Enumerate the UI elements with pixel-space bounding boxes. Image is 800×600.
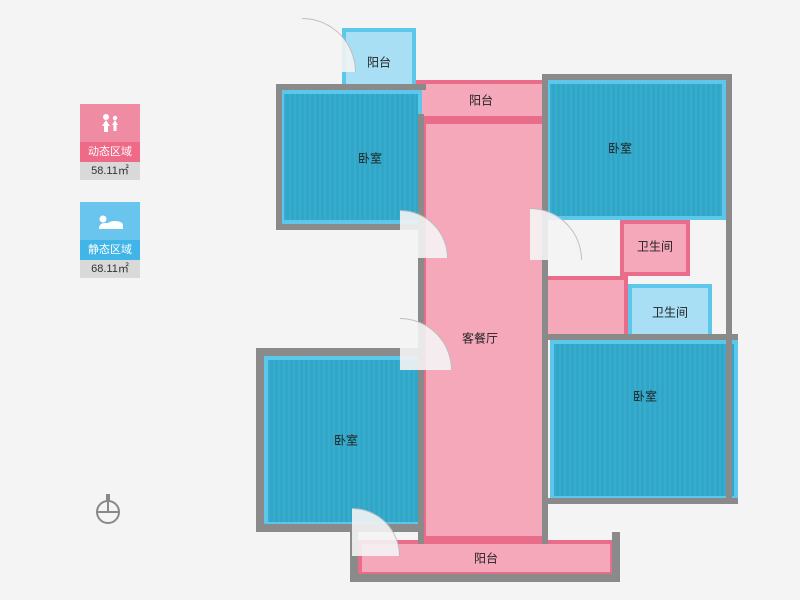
dynamic-zone-label: 动态区域 (80, 142, 140, 162)
room-bathroom-pink (620, 220, 690, 276)
dynamic-zone-icon (80, 104, 140, 142)
static-zone-icon (80, 202, 140, 240)
room-living (422, 120, 546, 540)
wall-0 (276, 84, 426, 90)
wall-10 (542, 334, 738, 340)
wall-1 (276, 84, 282, 230)
static-zone-value: 68.11㎡ (80, 260, 140, 278)
dynamic-zone-value: 58.11㎡ (80, 162, 140, 180)
room-bathroom-blue (628, 284, 712, 340)
compass-icon (90, 490, 126, 526)
wall-9 (256, 524, 424, 532)
wall-14 (612, 532, 620, 580)
wall-8 (256, 348, 264, 532)
room-bedroom-br (550, 340, 738, 500)
wall-6 (726, 74, 732, 504)
room-bedroom-bl (264, 356, 422, 526)
legend-panel: 动态区域 58.11㎡ 静态区域 68.11㎡ (80, 104, 140, 300)
legend-dynamic: 动态区域 58.11㎡ (80, 104, 140, 180)
wall-4 (542, 74, 548, 544)
room-living-ext (546, 276, 628, 340)
wall-12 (350, 574, 620, 582)
room-bedroom-tr (546, 80, 726, 220)
floorplan: 阳台阳台卧室卧室卫生间客餐厅卫生间卧室卧室阳台 (250, 28, 740, 582)
room-balcony-mid (416, 80, 546, 120)
door-arc-0 (302, 18, 356, 72)
legend-static: 静态区域 68.11㎡ (80, 202, 140, 278)
static-zone-label: 静态区域 (80, 240, 140, 260)
wall-7 (256, 348, 424, 356)
wall-11 (542, 498, 738, 504)
room-bedroom-tl (280, 90, 422, 224)
wall-5 (542, 74, 732, 80)
